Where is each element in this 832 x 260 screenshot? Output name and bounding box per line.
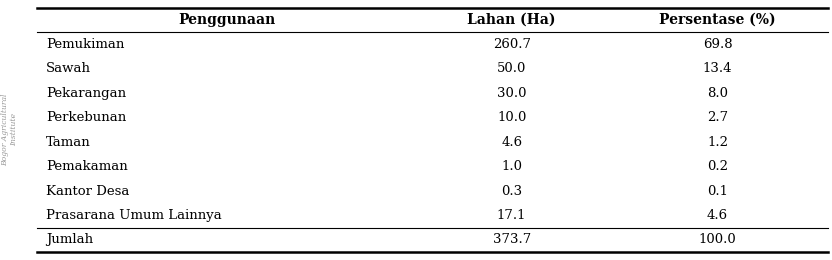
Text: Jumlah: Jumlah (46, 233, 93, 246)
Text: Kantor Desa: Kantor Desa (46, 185, 129, 198)
Text: Sawah: Sawah (46, 62, 91, 75)
Text: Prasarana Umum Lainnya: Prasarana Umum Lainnya (46, 209, 221, 222)
Text: 4.6: 4.6 (707, 209, 728, 222)
Text: 373.7: 373.7 (493, 233, 531, 246)
Text: 260.7: 260.7 (493, 38, 531, 51)
Text: 69.8: 69.8 (703, 38, 732, 51)
Text: 0.2: 0.2 (707, 160, 728, 173)
Text: 0.3: 0.3 (501, 185, 522, 198)
Text: Persentase (%): Persentase (%) (659, 13, 776, 27)
Text: 17.1: 17.1 (497, 209, 527, 222)
Text: Penggunaan: Penggunaan (178, 13, 275, 27)
Text: Taman: Taman (46, 136, 91, 149)
Text: 100.0: 100.0 (699, 233, 736, 246)
Text: 8.0: 8.0 (707, 87, 728, 100)
Text: 4.6: 4.6 (501, 136, 522, 149)
Text: 0.1: 0.1 (707, 185, 728, 198)
Text: Bogor Agricultural
Institute: Bogor Agricultural Institute (2, 94, 18, 166)
Text: 13.4: 13.4 (703, 62, 732, 75)
Text: 1.2: 1.2 (707, 136, 728, 149)
Text: Pemakaman: Pemakaman (46, 160, 127, 173)
Text: 2.7: 2.7 (707, 111, 728, 124)
Text: Lahan (Ha): Lahan (Ha) (468, 13, 556, 27)
Text: Perkebunan: Perkebunan (46, 111, 126, 124)
Text: 50.0: 50.0 (497, 62, 527, 75)
Text: Pekarangan: Pekarangan (46, 87, 126, 100)
Text: 1.0: 1.0 (501, 160, 522, 173)
Text: Pemukiman: Pemukiman (46, 38, 124, 51)
Text: 30.0: 30.0 (497, 87, 527, 100)
Text: 10.0: 10.0 (497, 111, 527, 124)
